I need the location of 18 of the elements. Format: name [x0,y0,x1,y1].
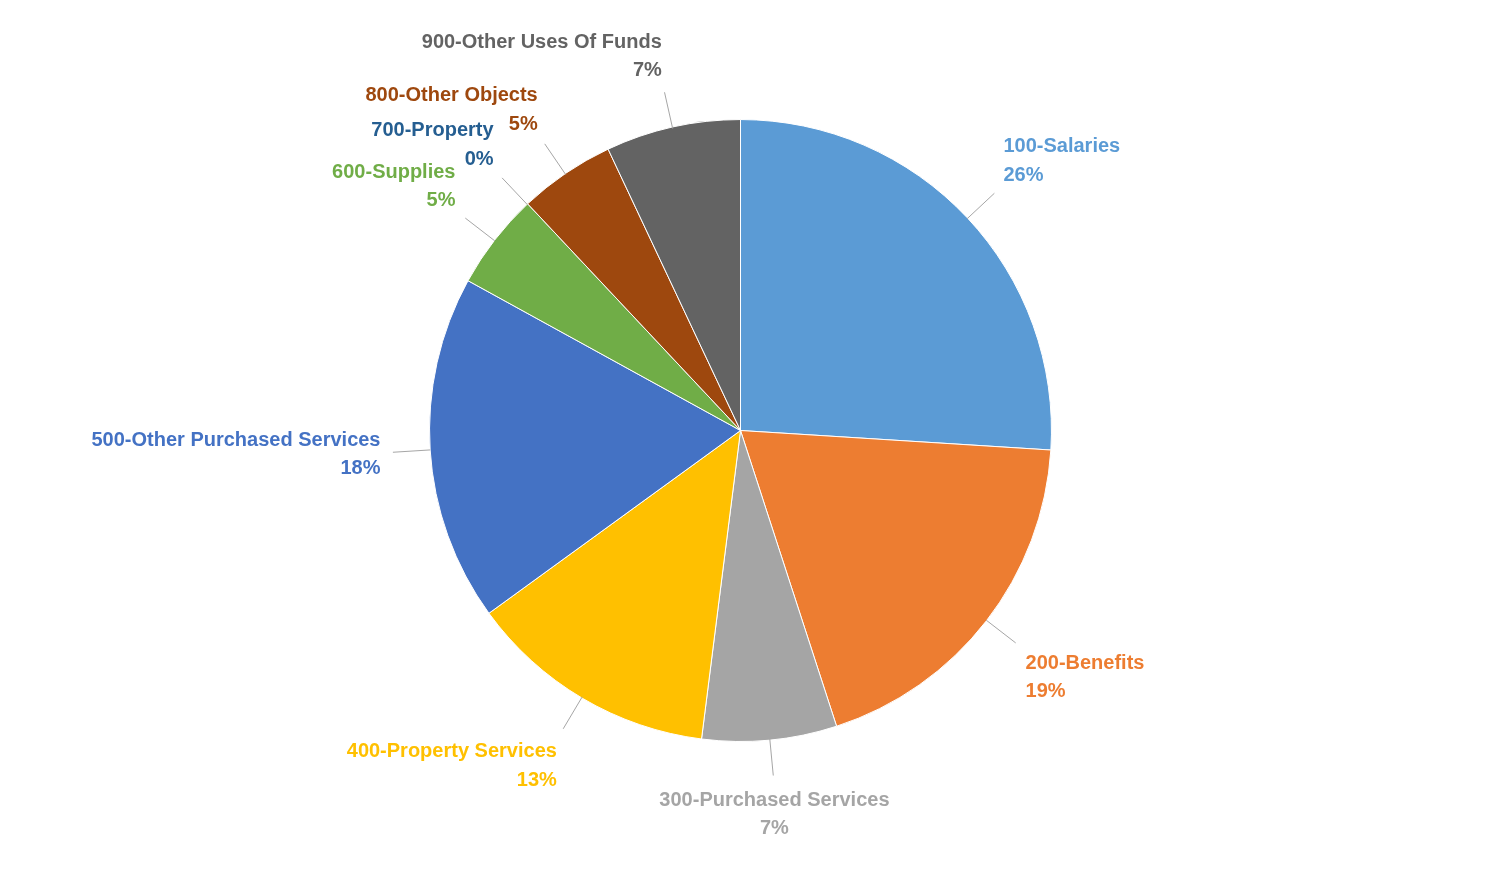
slice-label: 800-Other Objects [365,83,538,106]
data-label: 19% [1025,679,1066,702]
data-label: 7% [632,58,663,81]
data-label: 18% [340,456,381,479]
text: 0% [464,146,494,169]
slice-label: 900-Other Uses Of Funds [421,29,662,52]
data-label: 5% [508,111,538,134]
slice-label: 600-Supplies [332,159,456,182]
slice-label: 100-Salaries [1003,134,1121,157]
slice-label: 500-Other Purchased Services [91,427,381,450]
slice-label: 200-Benefits [1025,650,1145,673]
data-label: 26% [1003,162,1044,185]
slice-label: 300-Purchased Services [659,787,890,810]
category-label: 700-Property [371,118,494,141]
data-label: 5% [426,188,456,211]
slice-label: 400-Property Services [346,739,557,762]
data-label: 7% [759,816,790,839]
data-label: 13% [516,768,558,791]
